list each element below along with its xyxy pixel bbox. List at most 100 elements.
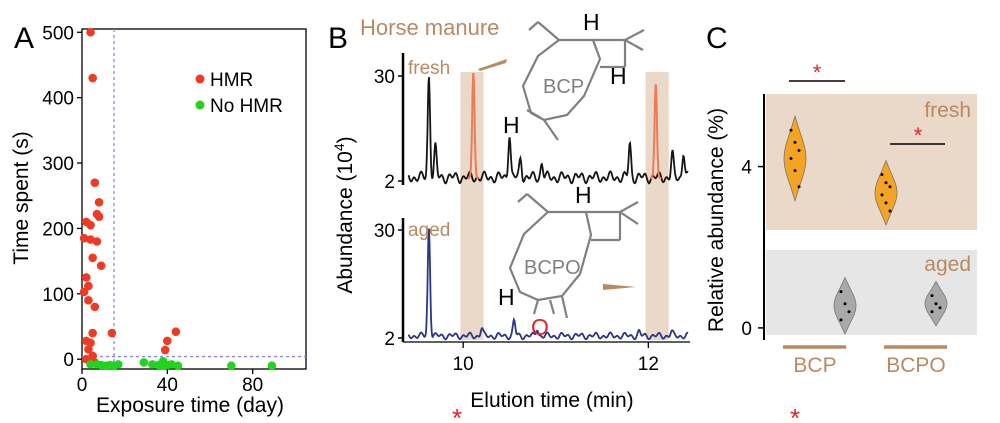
- y-tick-label: 0: [63, 350, 74, 371]
- panel-c: C 04 ** fresh aged Relative abundance (%…: [705, 22, 977, 423]
- hmr-point: [84, 345, 93, 354]
- panel-c-significance: **: [789, 60, 945, 148]
- y-tick-label: 30: [374, 67, 395, 88]
- hmr-point: [94, 212, 104, 221]
- no-hmr-point: [113, 360, 123, 369]
- hmr-point: [88, 253, 97, 263]
- elution-highlight-band: [460, 72, 484, 340]
- highlighted-peak: [650, 84, 662, 179]
- bcp-category-label: BCP: [793, 354, 836, 377]
- no-hmr-point: [227, 361, 236, 371]
- violin-data-point: [797, 148, 801, 152]
- panel-b-highlight-bands: [460, 72, 669, 340]
- legend-label-no-hmr: No HMR: [210, 96, 283, 117]
- panel-c-violins: [783, 114, 948, 335]
- panel-b-x-axis-label: Elution time (min): [470, 389, 633, 412]
- no-hmr-point: [86, 360, 95, 369]
- panel-b-title: Horse manure: [360, 15, 499, 40]
- hmr-point: [79, 233, 89, 243]
- y-tick-label: 4: [741, 158, 752, 179]
- violin-data-point: [789, 157, 793, 161]
- highlighted-peak: [467, 72, 479, 179]
- fresh-chromatogram-line: [407, 77, 689, 185]
- y-tick-label: 0: [741, 319, 752, 340]
- violin-data-point: [797, 185, 801, 189]
- fresh-peak-pointer: [478, 59, 507, 71]
- bcpo-structure: [508, 193, 639, 319]
- aged-chromatogram-line: [407, 228, 689, 341]
- panel-a-points: [79, 27, 277, 371]
- violin-data-point: [843, 302, 847, 306]
- hmr-point: [163, 336, 172, 346]
- legend-label-hmr: HMR: [210, 70, 253, 91]
- elution-highlight-band: [645, 72, 669, 340]
- violin-data-point: [884, 181, 888, 185]
- aged-label: aged: [408, 220, 450, 241]
- x-tick-label: 40: [157, 375, 178, 396]
- bcp-h-label-bottom: H: [503, 112, 520, 138]
- fresh-label: fresh: [408, 58, 450, 79]
- bcpo-oxygen-label: O: [531, 314, 549, 340]
- x-tick-label: 10: [453, 354, 474, 375]
- panel-a-y-ticks: 0 100 200 300 400 500: [42, 23, 82, 371]
- hmr-point: [96, 261, 106, 270]
- violin-data-point: [934, 302, 938, 306]
- significance-star: *: [813, 60, 822, 85]
- panel-a-plot-frame: [81, 28, 307, 370]
- x-tick-label: 0: [77, 375, 88, 396]
- x-tick-label: 80: [242, 375, 263, 396]
- no-hmr-point: [139, 358, 149, 367]
- aged-peak-pointer: [603, 284, 636, 290]
- violin-data-point: [930, 294, 934, 298]
- no-hmr-point: [267, 361, 277, 371]
- hmr-point: [88, 328, 97, 338]
- hmr-point: [86, 220, 95, 230]
- hmr-point: [94, 197, 104, 207]
- y-tick-label: 30: [374, 221, 395, 242]
- hmr-point: [107, 328, 117, 338]
- hmr-point: [88, 351, 97, 361]
- violin-data-point: [880, 193, 884, 197]
- y-tick-label: 100: [42, 285, 74, 306]
- hmr-point: [160, 345, 170, 355]
- y-tick-label: 2: [384, 329, 395, 350]
- violin-data-point: [793, 140, 797, 144]
- panel-a-y-axis-label: Time spent (s): [10, 131, 33, 264]
- bcpo-category-label: BCPO: [886, 354, 946, 377]
- legend-marker-no-hmr: [195, 100, 205, 110]
- no-hmr-point: [148, 360, 157, 369]
- panel-c-y-axis-label: Relative abundance (%): [705, 108, 728, 332]
- x-tick-label: 12: [638, 354, 659, 375]
- hmr-point: [171, 327, 181, 337]
- violin-data-point: [888, 209, 892, 213]
- violin-data-point: [839, 318, 843, 322]
- violin-data-point: [880, 173, 884, 177]
- panel-b-ticks: 2 30 2 30 10 12: [374, 67, 659, 375]
- violin-data-point: [888, 185, 892, 189]
- no-hmr-point: [173, 361, 183, 371]
- hmr-point: [90, 178, 100, 187]
- hmr-point: [88, 73, 97, 83]
- violin-data-point: [930, 310, 934, 314]
- panel-b-y-axis-label: Abundance (104): [331, 136, 357, 293]
- bcp-structure: [521, 21, 645, 141]
- hmr-point: [86, 27, 95, 37]
- violin-data-point: [884, 201, 888, 205]
- fresh-band-label: fresh: [924, 99, 971, 122]
- fresh-bcp-violin: [783, 114, 807, 203]
- hmr-point: [84, 296, 93, 305]
- significance-star: *: [914, 123, 923, 148]
- panel-a-x-axis-label: Exposure time (day): [96, 394, 284, 417]
- panel-a-guide-lines: [82, 29, 306, 369]
- fresh-bcpo-violin: [874, 159, 898, 227]
- bcpo-h-label-left: H: [498, 284, 515, 310]
- bcpo-molecule-label: BCPO: [524, 257, 581, 279]
- panel-a-legend: HMR No HMR: [195, 70, 283, 117]
- hmr-point: [79, 287, 89, 297]
- y-tick-label: 500: [42, 23, 74, 44]
- y-tick-label: 300: [42, 154, 74, 175]
- violin-data-point: [938, 306, 942, 310]
- hmr-point: [81, 273, 91, 282]
